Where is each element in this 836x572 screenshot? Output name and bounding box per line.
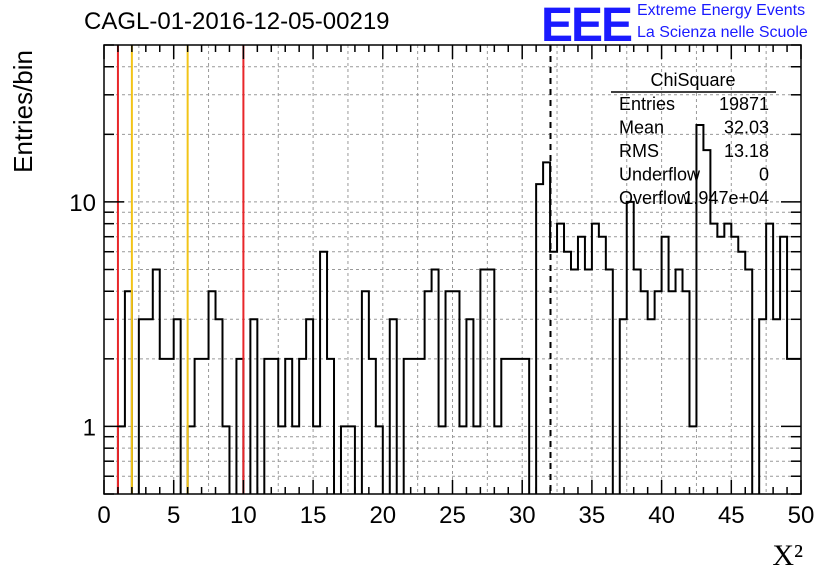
- stats-value: 19871: [719, 94, 769, 114]
- stats-label: Overflow: [619, 188, 691, 208]
- y-tick-labels: 1 10: [69, 190, 96, 442]
- eee-logo: EEE: [541, 0, 633, 52]
- histogram-outline: [116, 124, 801, 494]
- y-axis-label: Entries/bin: [8, 50, 38, 173]
- logo-line-1: Extreme Energy Events: [637, 2, 806, 19]
- histogram-series: [116, 124, 801, 494]
- x-tick-label: 50: [788, 502, 815, 529]
- stats-title: ChiSquare: [650, 70, 735, 90]
- axis-ticks: [103, 44, 802, 495]
- x-tick-label: 10: [230, 502, 257, 529]
- x-tick-label: 5: [167, 502, 180, 529]
- x-tick-label: 40: [648, 502, 675, 529]
- x-tick-label: 45: [718, 502, 745, 529]
- x-tick-label: 30: [509, 502, 536, 529]
- chart-title: CAGL-01-2016-12-05-00219: [84, 8, 390, 35]
- stats-label: RMS: [619, 141, 659, 161]
- x-tick-label: 25: [439, 502, 466, 529]
- logo-line-2: La Scienza nelle Scuole: [637, 24, 808, 41]
- stats-value: 13.18: [724, 141, 769, 161]
- x-tick-label: 15: [300, 502, 327, 529]
- stats-label: Mean: [619, 118, 664, 138]
- marker-lines: [116, 45, 552, 494]
- stats-value: 32.03: [724, 118, 769, 138]
- stats-label: Entries: [619, 94, 675, 114]
- stats-box: ChiSquare Entries 19871 Mean 32.03 RMS 13.18 Un…: [611, 70, 776, 208]
- stats-value: 0: [759, 165, 769, 185]
- x-tick-label: 35: [579, 502, 606, 529]
- stats-label: Underflow: [619, 165, 701, 185]
- y-tick-label: 1: [83, 414, 96, 441]
- stats-value: 1.947e+04: [683, 188, 769, 208]
- x-tick-labels: 0 5 10 15 20 25 30 35 40 45 50: [97, 502, 814, 529]
- x-axis-label: X²: [772, 539, 803, 572]
- x-tick-label: 0: [97, 502, 110, 529]
- x-tick-label: 20: [369, 502, 396, 529]
- y-tick-label: 10: [69, 190, 96, 217]
